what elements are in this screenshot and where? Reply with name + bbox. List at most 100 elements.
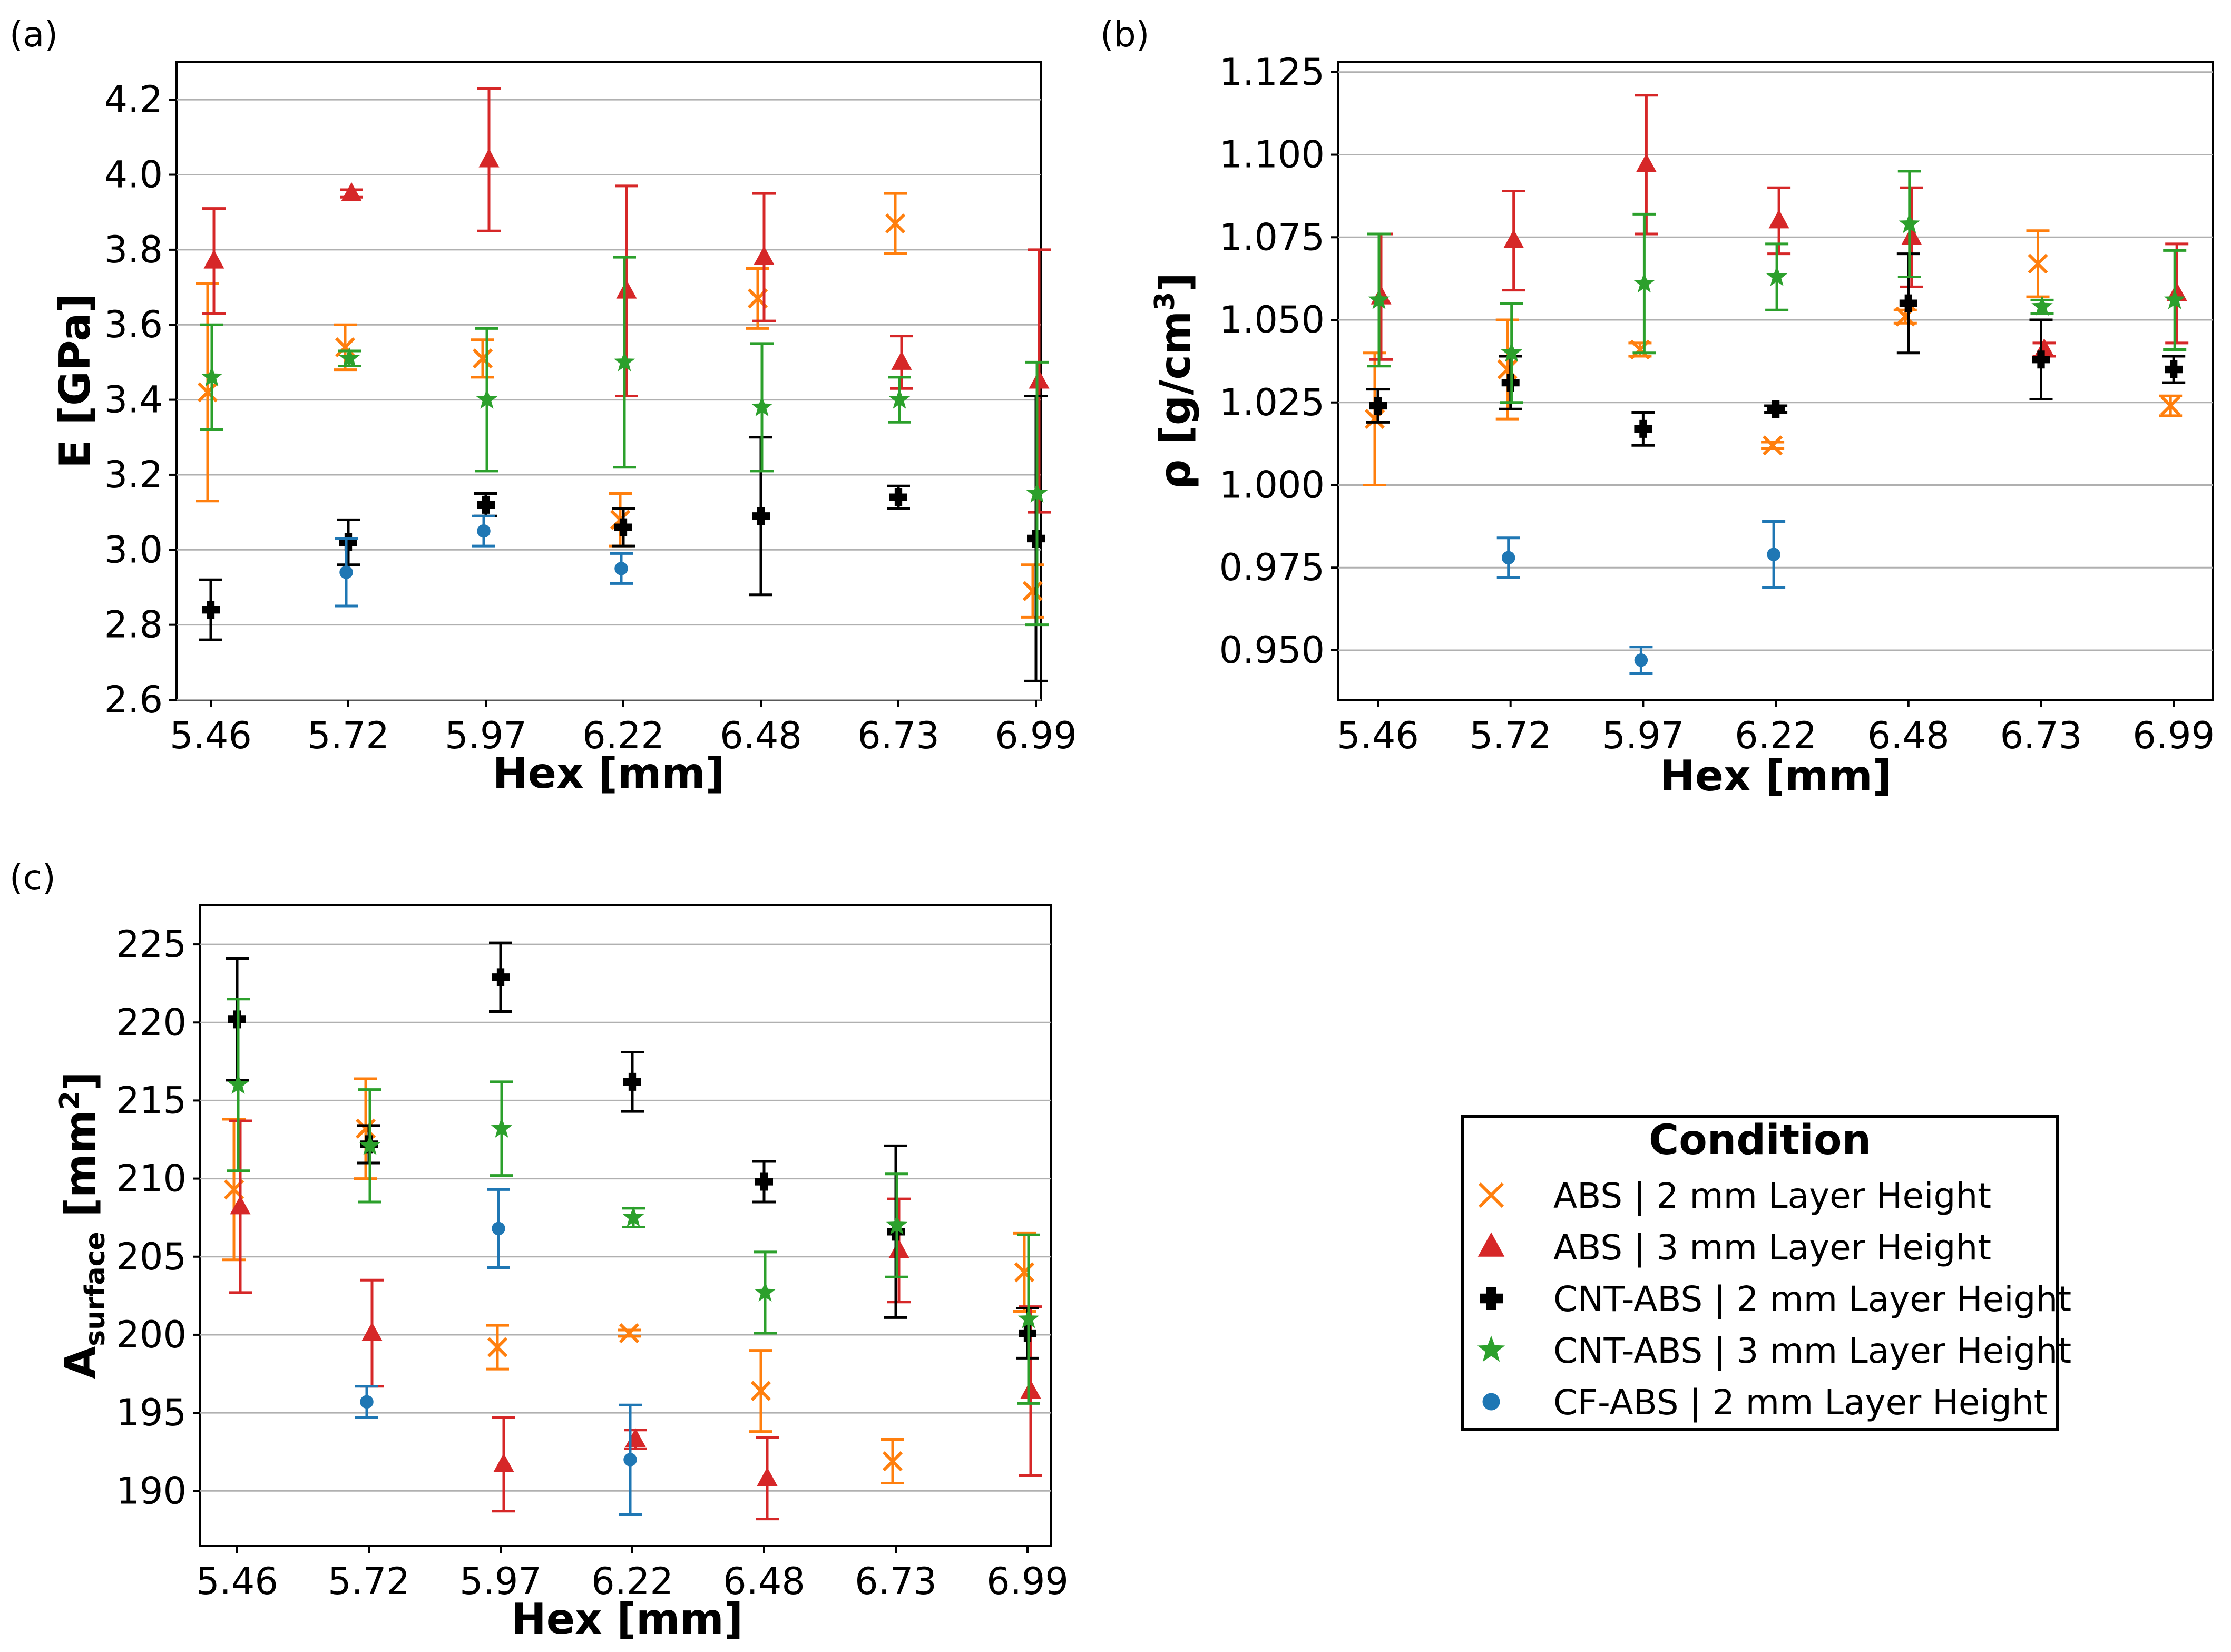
- panel-c-y-tick-label: 215: [116, 1079, 187, 1122]
- panel-a-y-tick-label: 3.8: [104, 228, 163, 271]
- panel-a-y-tick-label: 4.0: [104, 153, 163, 197]
- panel-b-data-marks: [1363, 94, 2189, 675]
- panel-c-point-cnt-abs-3-mm-layer-height: [886, 1214, 908, 1235]
- panel-c-point-cnt-abs-2-mm-layer-height: [755, 1172, 773, 1191]
- panel-b-point-abs-2-mm-layer-height: [1762, 435, 1783, 456]
- panel-a-data-marks: [196, 87, 1051, 682]
- panel-b-x-tick-label: 6.73: [2000, 714, 2082, 757]
- panel-b-point-cf-abs-2-mm-layer-height: [1767, 548, 1780, 561]
- panel-a-x-tick-label: 6.99: [995, 714, 1077, 757]
- panel-b-x-tick-label: 6.99: [2132, 714, 2215, 757]
- legend-items: ABS | 2 mm Layer Height ABS | 3 mm Layer …: [1477, 1176, 2071, 1423]
- panel-c-y-tick-label: 225: [116, 923, 187, 966]
- panel-b-x-axis-label: Hex [mm]: [1660, 751, 1892, 800]
- panel-c-y-tick-label: 220: [116, 1001, 187, 1044]
- panel-c-y-ticks: 190 195 200 205 210 215 220 225: [116, 923, 200, 1512]
- legend-marker-cnt-abs-3-mm-layer-height: [1477, 1335, 1505, 1362]
- panel-c-point-cf-abs-2-mm-layer-height: [492, 1221, 505, 1236]
- panel-b-point-abs-3-mm-layer-height: [1636, 153, 1657, 172]
- panel-a-point-cf-abs-2-mm-layer-height: [614, 562, 628, 575]
- panel-c-y-tick-label: 210: [116, 1157, 187, 1200]
- panel-a-point-abs-2-mm-layer-height: [885, 213, 906, 234]
- panel-a-modulus-chart: (a) 2.6 2.8 3.0 3.2 3.4 3.6 3.8 4.0 4.2 5.46 5.72…: [9, 14, 1077, 798]
- panel-a-y-ticks: 2.6 2.8 3.0 3.2 3.4 3.6 3.8 4.0 4.2: [104, 78, 177, 721]
- panel-a-x-tick-label: 6.48: [720, 714, 802, 757]
- panel-a-point-cnt-abs-3-mm-layer-height: [1026, 482, 1048, 503]
- panel-b-point-cnt-abs-3-mm-layer-height: [1501, 341, 1522, 362]
- legend-label: CF-ABS | 2 mm Layer Height: [1553, 1382, 2047, 1423]
- panel-a-point-cnt-abs-3-mm-layer-height: [888, 388, 911, 409]
- panel-a-point-abs-3-mm-layer-height: [891, 351, 912, 370]
- panel-c-x-tick-label: 6.99: [986, 1560, 1069, 1603]
- panel-c-y-axis-label: Asurface [mm2]: [54, 1071, 111, 1379]
- panel-c-plot-frame: [199, 904, 1052, 1547]
- panel-c-point-cnt-abs-3-mm-layer-height: [622, 1206, 644, 1227]
- panel-b-x-tick-label: 5.72: [1470, 714, 1552, 757]
- panel-b-y-tick-label: 0.950: [1219, 629, 1325, 672]
- panel-a-x-ticks: 5.46 5.72 5.97 6.22 6.48 6.73 6.99: [170, 700, 1077, 757]
- panel-b-grid: [1338, 71, 2213, 651]
- panel-b-point-cnt-abs-3-mm-layer-height: [1766, 266, 1788, 286]
- panel-c-point-abs-3-mm-layer-height: [757, 1467, 778, 1487]
- panel-c-point-cnt-abs-3-mm-layer-height: [359, 1135, 381, 1155]
- panel-c-x-tick-label: 6.73: [855, 1560, 937, 1603]
- panel-a-tag: (a): [9, 14, 58, 55]
- panel-c-x-axis-label: Hex [mm]: [511, 1595, 743, 1644]
- panel-c-x-tick-label: 5.72: [328, 1560, 410, 1603]
- panel-b-y-tick-label: 1.025: [1219, 381, 1325, 424]
- panel-a-y-tick-label: 3.6: [104, 303, 163, 346]
- panel-c-point-cf-abs-2-mm-layer-height: [360, 1395, 374, 1409]
- legend-label: ABS | 2 mm Layer Height: [1553, 1176, 1991, 1216]
- panel-b-density-chart: (b) 0.950 0.975 1.000 1.025 1.050 1.075 1.100 1…: [1100, 14, 2215, 800]
- panel-c-x-tick-label: 6.48: [723, 1560, 805, 1603]
- panel-a-point-abs-2-mm-layer-height: [472, 348, 493, 369]
- legend-title: Condition: [1649, 1117, 1871, 1164]
- panel-c-y-tick-label: 190: [116, 1469, 187, 1512]
- panel-b-x-tick-label: 5.46: [1337, 714, 1419, 757]
- panel-a-point-cnt-abs-3-mm-layer-height: [201, 366, 223, 387]
- panel-a-x-tick-label: 6.73: [857, 714, 940, 757]
- panel-c-point-cf-abs-2-mm-layer-height: [623, 1453, 637, 1467]
- panel-b-y-axis-label: ρ [g/cm3]: [1149, 272, 1200, 490]
- panel-b-point-cnt-abs-2-mm-layer-height: [1899, 294, 1917, 312]
- panel-a-y-tick-label: 4.2: [104, 78, 163, 121]
- panel-b-point-abs-3-mm-layer-height: [1901, 226, 1922, 245]
- legend-frame: [1461, 1115, 2059, 1431]
- panel-c-y-tick-label: 195: [116, 1391, 187, 1434]
- panel-a-point-abs-2-mm-layer-height: [1022, 581, 1043, 601]
- panel-c-y-tick-label: 205: [116, 1235, 187, 1278]
- panel-a-point-cnt-abs-3-mm-layer-height: [476, 388, 498, 409]
- panel-c-y-unit-superscript: 2: [54, 1091, 86, 1110]
- panel-c-point-abs-3-mm-layer-height: [361, 1322, 383, 1341]
- panel-c-point-cnt-abs-3-mm-layer-height: [1017, 1308, 1040, 1328]
- legend: Condition ABS | 2 mm Layer Height ABS | 3…: [1461, 1115, 2071, 1431]
- panel-c-point-abs-3-mm-layer-height: [1020, 1380, 1041, 1399]
- panel-c-data-marks: [222, 941, 1042, 1521]
- panel-a-point-cnt-abs-2-mm-layer-height: [889, 488, 907, 506]
- panel-b-x-tick-label: 6.48: [1867, 714, 1950, 757]
- panel-b-point-cnt-abs-2-mm-layer-height: [2165, 360, 2183, 379]
- panel-c-point-abs-3-mm-layer-height: [493, 1453, 514, 1472]
- legend-label: CNT-ABS | 2 mm Layer Height: [1553, 1279, 2071, 1319]
- panel-b-point-cnt-abs-2-mm-layer-height: [1767, 400, 1785, 418]
- panel-b-point-cnt-abs-3-mm-layer-height: [1633, 272, 1655, 293]
- panel-c-grid: [200, 943, 1051, 1492]
- legend-entry: CF-ABS | 2 mm Layer Height: [1482, 1382, 2047, 1423]
- legend-entry: ABS | 2 mm Layer Height: [1478, 1176, 1991, 1216]
- panel-b-tag: (b): [1100, 14, 1149, 55]
- panel-b-point-cnt-abs-2-mm-layer-height: [1369, 397, 1387, 415]
- panel-c-point-abs-2-mm-layer-height: [882, 1451, 903, 1472]
- panel-a-plot-frame: [175, 61, 1042, 701]
- legend-entry: ABS | 3 mm Layer Height: [1477, 1227, 1991, 1268]
- panel-b-x-tick-label: 6.22: [1735, 714, 1817, 757]
- panel-a-y-tick-label: 3.0: [104, 528, 163, 571]
- panel-b-y-tick-label: 1.075: [1219, 216, 1325, 259]
- panel-c-point-abs-2-mm-layer-height: [487, 1337, 508, 1357]
- panel-c-y-tick-label: 200: [116, 1313, 187, 1356]
- panel-a-point-cnt-abs-2-mm-layer-height: [202, 601, 220, 619]
- panel-a-point-abs-3-mm-layer-height: [203, 249, 224, 269]
- panel-a-y-tick-label: 2.6: [104, 678, 163, 721]
- panel-a-point-abs-3-mm-layer-height: [478, 148, 500, 168]
- panel-c-x-tick-label: 5.97: [459, 1560, 542, 1603]
